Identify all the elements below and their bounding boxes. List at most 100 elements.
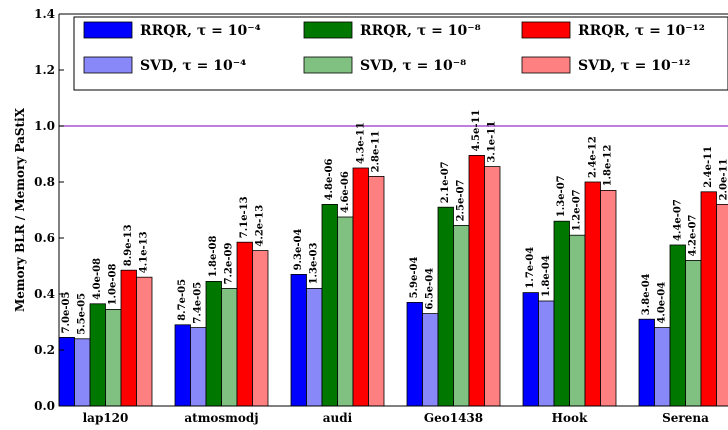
bar xyxy=(638,318,655,407)
data-label: 4.0e-08 xyxy=(92,258,103,300)
data-label: 1.0e-08 xyxy=(108,264,119,306)
y-tick-label: 1.0 xyxy=(34,119,55,133)
x-tick-label: audi xyxy=(323,411,353,425)
data-label: 7.2e-09 xyxy=(224,243,235,285)
data-label: 4.5e-11 xyxy=(471,110,482,152)
data-label: 1.8e-04 xyxy=(541,255,552,297)
data-label: 1.7e-04 xyxy=(525,247,536,289)
bar xyxy=(553,220,570,407)
data-label: 8.9e-13 xyxy=(123,224,134,266)
bar xyxy=(105,308,122,407)
bar xyxy=(120,269,137,407)
x-tick-label: lap120 xyxy=(83,411,129,425)
data-label: 4.1e-13 xyxy=(139,231,150,273)
bar xyxy=(174,324,191,407)
bar xyxy=(321,203,338,407)
bar xyxy=(306,287,323,407)
data-label: 7.1e-13 xyxy=(239,196,250,238)
data-label: 2.4e-11 xyxy=(703,146,714,188)
bar xyxy=(205,280,222,407)
x-tick-label: Serena xyxy=(662,411,709,425)
bar xyxy=(484,166,501,407)
bar xyxy=(136,276,153,407)
legend-box xyxy=(73,16,728,91)
y-tick-label: 0.8 xyxy=(34,175,55,189)
bar xyxy=(453,224,470,407)
bar xyxy=(368,175,385,407)
data-label: 2.4e-12 xyxy=(587,136,598,178)
data-label: 2.1e-07 xyxy=(440,161,451,203)
legend-label: RRQR, τ = 10⁻⁴ xyxy=(140,23,261,39)
y-tick-label: 0.2 xyxy=(34,343,55,357)
legend-swatch xyxy=(303,21,353,39)
data-label: 4.6e-06 xyxy=(340,171,351,213)
bar xyxy=(406,301,423,407)
bar xyxy=(252,250,269,407)
data-label: 6.5e-04 xyxy=(425,268,436,310)
legend-label: RRQR, τ = 10⁻⁸ xyxy=(360,23,481,39)
bar xyxy=(654,327,671,407)
bar xyxy=(89,303,106,407)
data-label: 4.4e-07 xyxy=(672,199,683,241)
data-label: 4.8e-06 xyxy=(324,159,335,201)
bar xyxy=(437,206,454,407)
legend-swatch xyxy=(521,21,571,39)
data-label: 4.0e-04 xyxy=(657,282,668,324)
y-axis-title: Memory BLR / Memory PaStiX xyxy=(13,107,27,312)
legend-swatch xyxy=(83,56,133,74)
data-label: 3.1e-11 xyxy=(487,121,498,163)
data-label: 4.3e-11 xyxy=(355,122,366,164)
data-label: 1.3e-03 xyxy=(309,243,320,285)
legend-swatch xyxy=(521,56,571,74)
bar xyxy=(600,189,617,407)
y-tick-label: 1.2 xyxy=(34,63,55,77)
y-tick-label: 0.4 xyxy=(34,287,55,301)
data-label: 7.4e-05 xyxy=(193,282,204,324)
data-label: 2.0e-11 xyxy=(719,159,728,201)
bar xyxy=(700,191,717,407)
data-label: 4.2e-13 xyxy=(255,205,266,247)
bar xyxy=(669,244,686,407)
legend-label: SVD, τ = 10⁻⁴ xyxy=(140,58,246,74)
legend-label: SVD, τ = 10⁻¹² xyxy=(578,58,690,74)
data-label: 2.5e-07 xyxy=(456,180,467,222)
data-label: 1.2e-07 xyxy=(572,189,583,231)
bar xyxy=(422,313,439,407)
bar xyxy=(74,338,91,407)
data-label: 5.5e-05 xyxy=(77,293,88,335)
bar xyxy=(685,259,702,407)
x-tick-label: Hook xyxy=(552,411,588,425)
x-tick-label: Geo1438 xyxy=(424,411,483,425)
x-tick-label: atmosmodj xyxy=(184,411,258,425)
bar xyxy=(236,241,253,407)
bar xyxy=(352,167,369,407)
bar xyxy=(538,300,555,407)
legend-swatch xyxy=(303,56,353,74)
data-label: 7.0e-05 xyxy=(61,292,72,334)
bar xyxy=(58,336,75,407)
legend-label: RRQR, τ = 10⁻¹² xyxy=(578,23,705,39)
data-label: 1.8e-08 xyxy=(208,236,219,278)
bar xyxy=(337,216,354,407)
data-label: 1.8e-12 xyxy=(603,145,614,187)
bar xyxy=(569,234,586,407)
bar xyxy=(716,203,728,407)
y-tick-label: 1.4 xyxy=(34,7,55,21)
data-label: 1.3e-07 xyxy=(556,175,567,217)
data-label: 3.8e-04 xyxy=(641,273,652,315)
data-label: 2.8e-11 xyxy=(371,131,382,173)
data-label: 8.7e-05 xyxy=(177,279,188,321)
data-label: 5.9e-04 xyxy=(409,257,420,299)
bar xyxy=(221,287,238,407)
y-tick-label: 0.6 xyxy=(34,231,55,245)
bar xyxy=(190,327,207,407)
legend-swatch xyxy=(83,21,133,39)
y-tick-label: 0.0 xyxy=(34,399,55,413)
bar xyxy=(584,181,601,407)
bar xyxy=(290,273,307,407)
bar xyxy=(522,292,539,407)
legend-label: SVD, τ = 10⁻⁸ xyxy=(360,58,466,74)
data-label: 4.2e-07 xyxy=(688,215,699,257)
data-label: 9.3e-04 xyxy=(293,229,304,271)
